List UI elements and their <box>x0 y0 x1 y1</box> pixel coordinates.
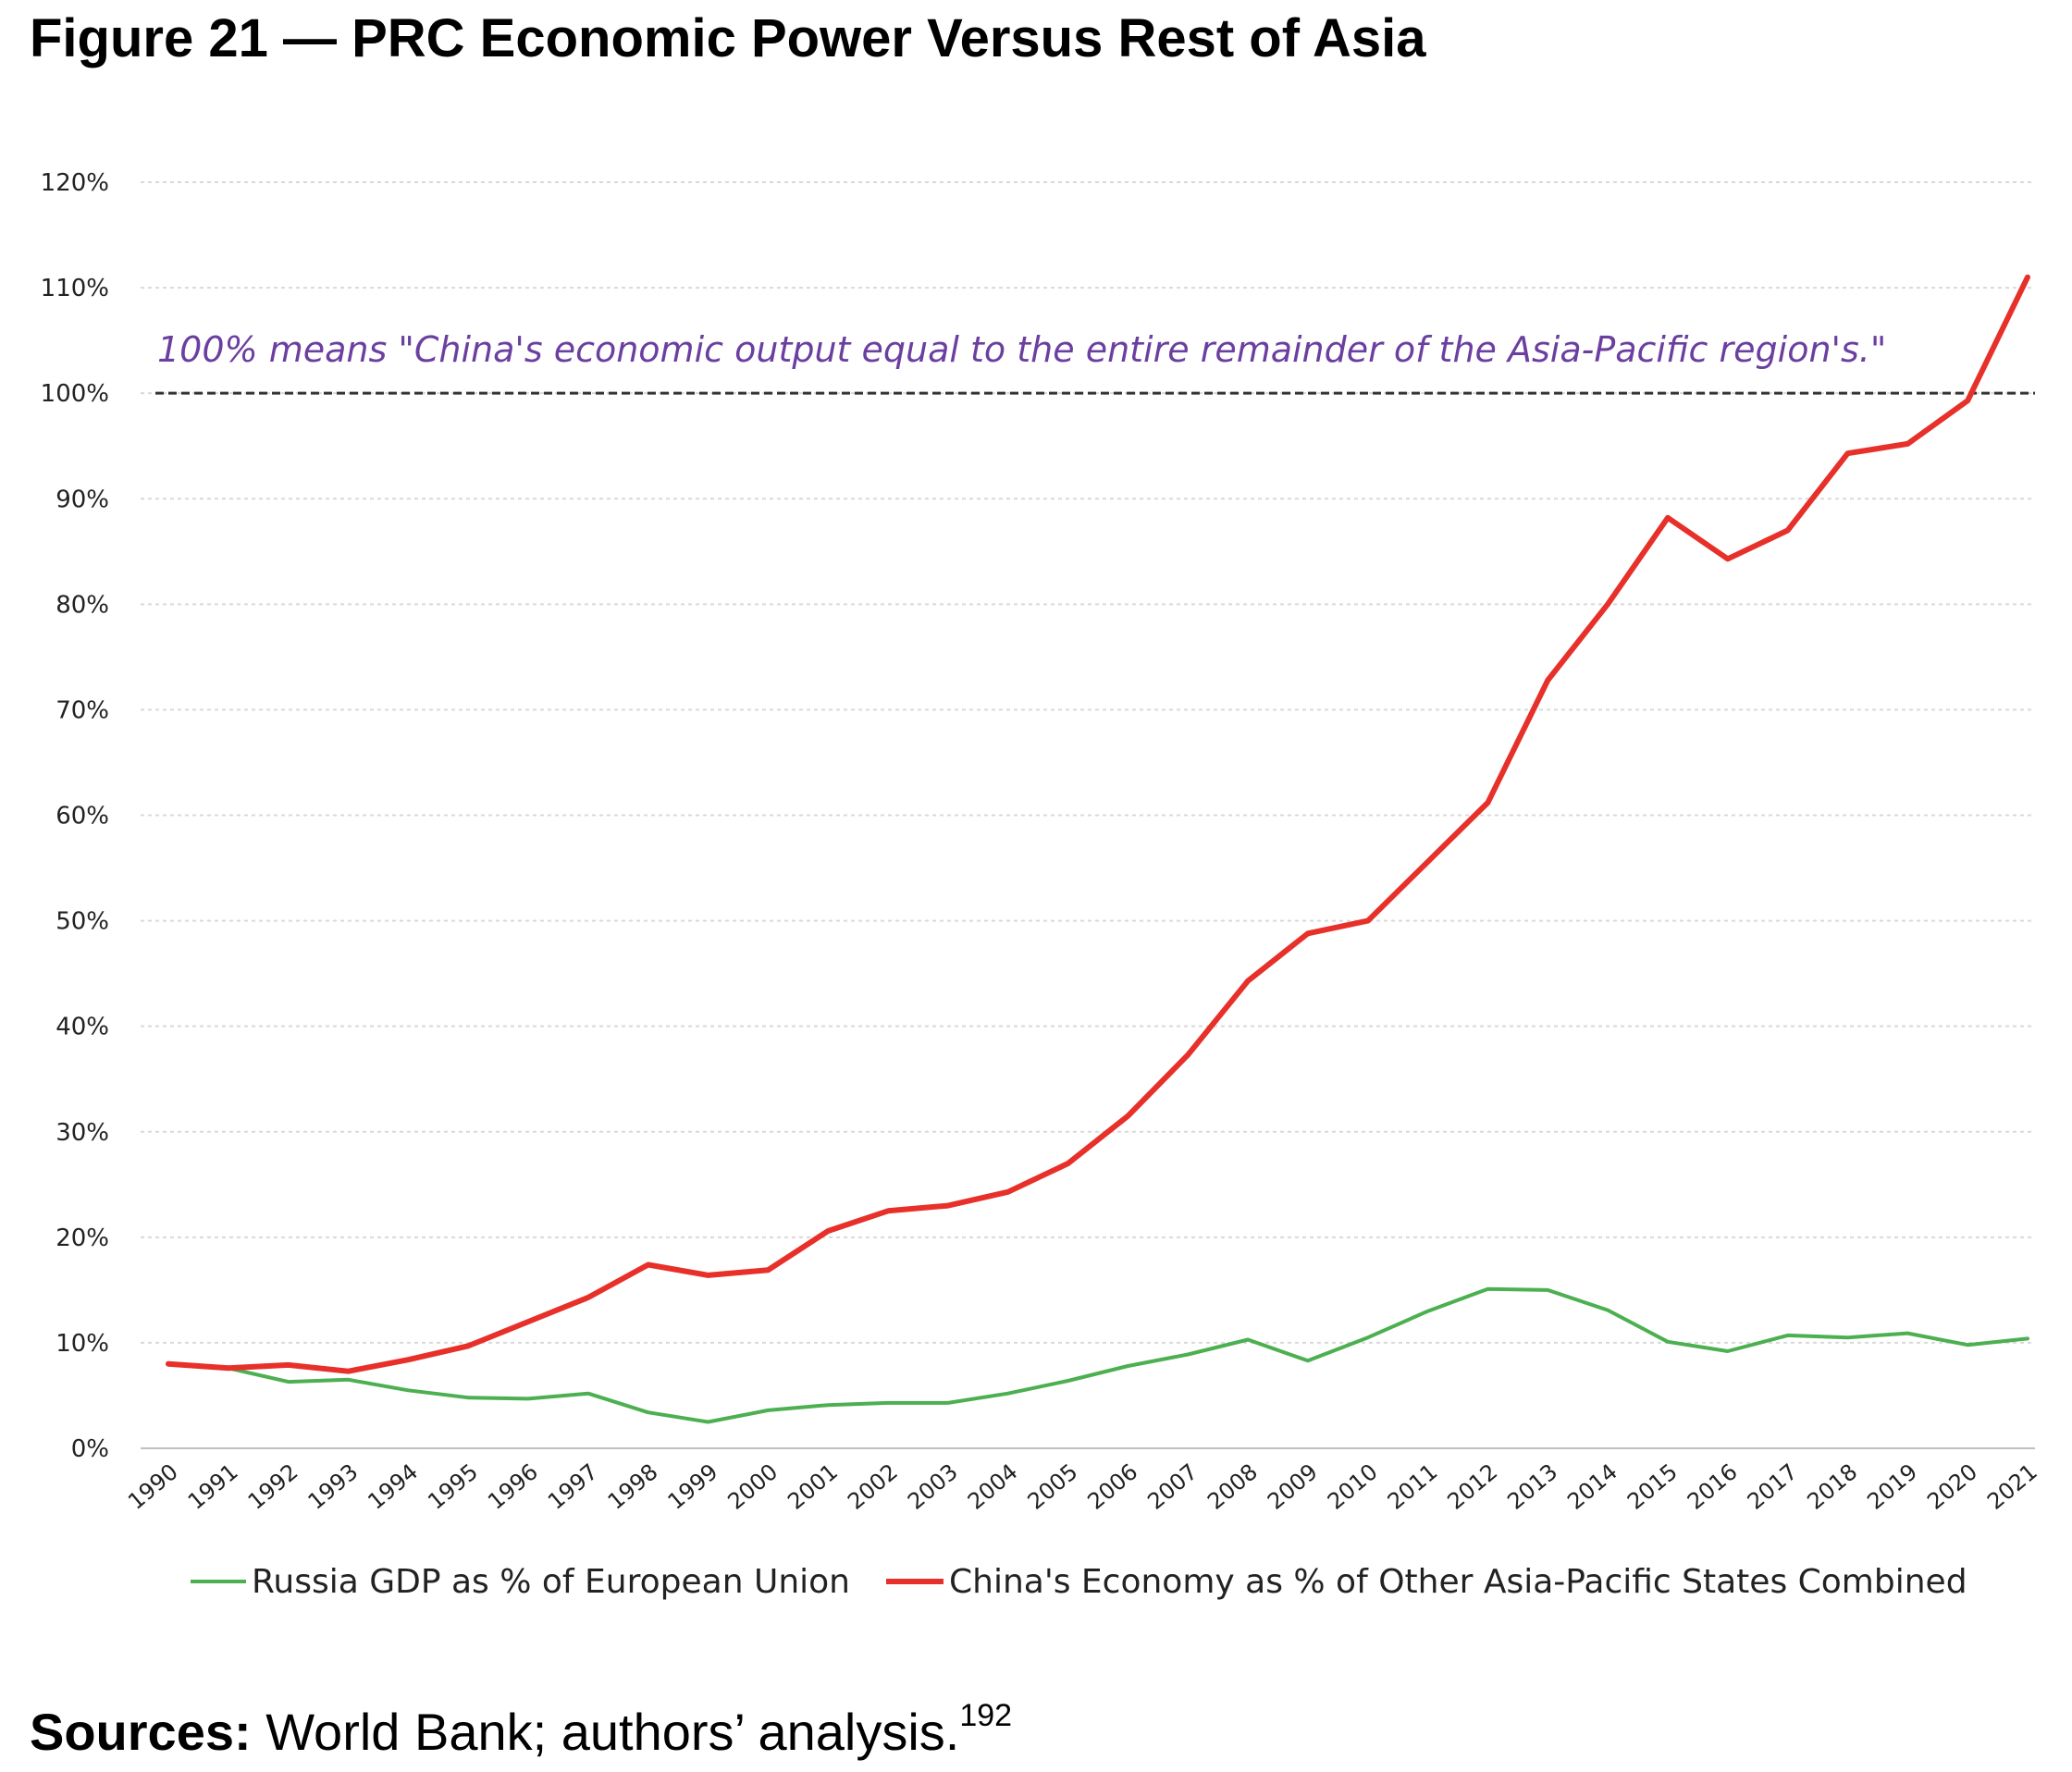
x-tick-label: 1996 <box>483 1458 543 1515</box>
russia-series-line <box>166 1286 2029 1424</box>
sources-label: Sources: <box>30 1703 252 1761</box>
x-tick-label: 2005 <box>1023 1458 1083 1515</box>
y-tick-label: 110% <box>41 275 109 302</box>
x-tick-label: 1991 <box>183 1458 243 1515</box>
x-tick-label: 1992 <box>243 1458 303 1515</box>
x-tick-label: 2007 <box>1142 1458 1202 1515</box>
x-tick-label: 2014 <box>1562 1458 1622 1515</box>
x-tick-label: 1995 <box>423 1458 483 1515</box>
x-tick-label: 2008 <box>1202 1458 1263 1515</box>
x-tick-label: 1998 <box>603 1458 663 1515</box>
y-tick-label: 20% <box>56 1224 109 1252</box>
x-tick-label: 2011 <box>1383 1458 1443 1515</box>
y-tick-label: 120% <box>41 169 109 197</box>
x-tick-label: 1993 <box>303 1458 364 1515</box>
x-tick-label: 2006 <box>1082 1458 1142 1515</box>
annotation-text: 100% means "China's economic output equa… <box>157 329 1886 370</box>
x-axis: 1990 1991 1992 1993 1994 1995 1996 1997 1998 1999… <box>123 1458 2042 1515</box>
x-tick-label: 2015 <box>1622 1458 1683 1515</box>
x-tick-label: 1994 <box>363 1458 423 1515</box>
x-tick-label: 1997 <box>543 1458 603 1515</box>
y-tick-label: 0% <box>71 1435 109 1463</box>
gridlines <box>141 181 2035 1344</box>
x-tick-label: 1990 <box>123 1458 183 1515</box>
sources-text: World Bank; authors’ analysis. <box>251 1703 960 1761</box>
y-tick-label: 100% <box>41 380 109 408</box>
y-tick-label: 70% <box>56 696 109 724</box>
x-tick-label: 2001 <box>783 1458 843 1515</box>
legend: Russia GDP as % of European Union China's… <box>191 1563 1967 1601</box>
x-tick-label: 1999 <box>663 1458 723 1515</box>
x-tick-label: 2002 <box>843 1458 903 1515</box>
x-tick-label: 2009 <box>1263 1458 1323 1515</box>
x-tick-label: 2018 <box>1803 1458 1863 1515</box>
y-tick-label: 40% <box>56 1014 109 1041</box>
y-axis: 0% 10% 20% 30% 40% 50% 60% 70% 80% 90% 100% 110% 120… <box>41 169 109 1463</box>
y-tick-label: 50% <box>56 908 109 936</box>
series-lines <box>166 274 2030 1424</box>
x-tick-label: 2021 <box>1982 1458 2042 1515</box>
y-tick-label: 80% <box>56 591 109 619</box>
x-tick-label: 2019 <box>1862 1458 1922 1515</box>
x-tick-label: 2020 <box>1922 1458 1982 1515</box>
line-chart: 0% 10% 20% 30% 40% 50% 60% 70% 80% 90% 100% 110% 120… <box>41 169 2042 1601</box>
x-tick-label: 2016 <box>1683 1458 1743 1515</box>
legend-label: Russia GDP as % of European Union <box>252 1563 850 1601</box>
sources-note: Sources: World Bank; authors’ analysis.1… <box>30 1698 1012 1762</box>
y-tick-label: 60% <box>56 803 109 831</box>
x-tick-label: 2013 <box>1502 1458 1562 1515</box>
legend-label: China's Economy as % of Other Asia-Pacif… <box>949 1563 1967 1601</box>
y-tick-label: 10% <box>56 1330 109 1358</box>
x-tick-label: 2017 <box>1743 1458 1803 1515</box>
x-tick-label: 2010 <box>1323 1458 1383 1515</box>
y-tick-label: 30% <box>56 1119 109 1147</box>
x-tick-label: 2000 <box>722 1458 783 1515</box>
footnote-number: 192 <box>959 1698 1013 1733</box>
y-tick-label: 90% <box>56 486 109 513</box>
china-series-line <box>166 274 2030 1374</box>
figure-title: Figure 21 — PRC Economic Power Versus Re… <box>30 8 1426 68</box>
x-tick-label: 2004 <box>963 1458 1023 1515</box>
x-tick-label: 2003 <box>903 1458 963 1515</box>
x-tick-label: 2012 <box>1443 1458 1503 1515</box>
